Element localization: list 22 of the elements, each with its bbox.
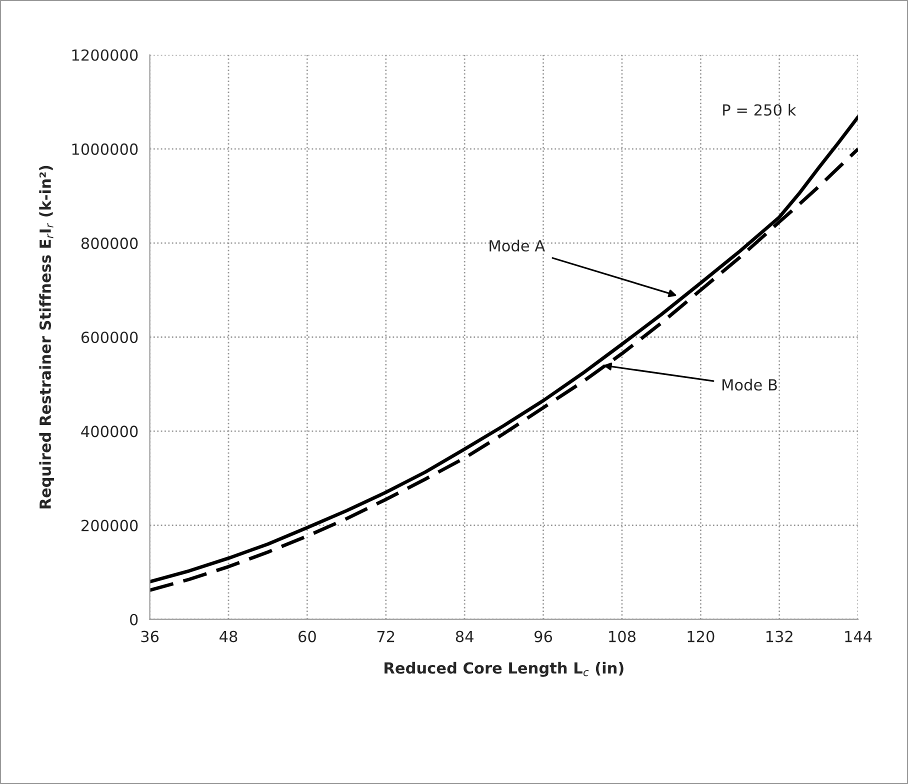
annotation: Mode A — [490, 240, 545, 252]
x-tick-label: 60 — [298, 630, 316, 642]
x-tick-label: 36 — [141, 630, 159, 642]
y-tick-label: 400000 — [81, 426, 138, 438]
y-tick-label: 0 — [130, 614, 138, 626]
y-tick-label: 1200000 — [72, 49, 138, 61]
x-tick-label: 72 — [377, 630, 394, 642]
y-tick-label: 1000000 — [72, 143, 138, 155]
y-tick-label: 800000 — [81, 238, 138, 250]
y-axis-title: Required Restrainer Stiffness E$_{r}$I$_{r}$ (k-in²) — [39, 166, 54, 508]
x-tick-label: 84 — [456, 630, 474, 642]
x-tick-label: 48 — [220, 630, 238, 642]
x-tick-label: 144 — [845, 630, 872, 642]
x-tick-label: 132 — [766, 630, 792, 642]
x-tick-label: 96 — [534, 630, 552, 642]
x-tick-label: 120 — [688, 630, 714, 642]
y-tick-label: 600000 — [81, 332, 138, 344]
y-tick-label: 200000 — [82, 520, 138, 532]
x-axis-title: Reduced Core Length L$_{c}$ (in) — [384, 662, 624, 677]
annotation: Mode B — [722, 378, 777, 391]
x-tick-label: 108 — [609, 630, 636, 642]
annotation: P = 250 k — [723, 104, 796, 116]
